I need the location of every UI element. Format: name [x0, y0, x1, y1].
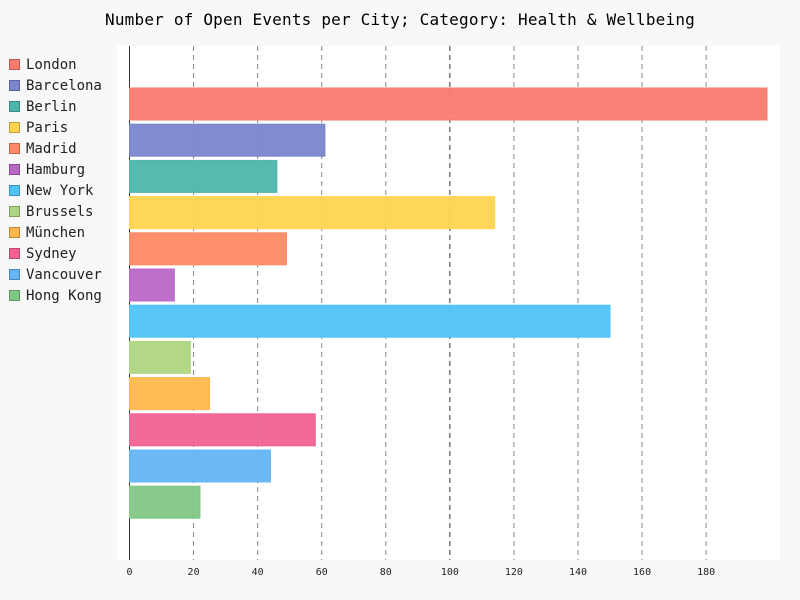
legend-swatch [9, 122, 20, 133]
x-tick-label-120: 120 [505, 567, 523, 578]
legend-label: Hong Kong [26, 287, 102, 304]
legend-label: London [26, 56, 77, 73]
legend-item-paris: Paris [9, 117, 102, 138]
legend-item-vancouver: Vancouver [9, 264, 102, 285]
bar-paris [129, 196, 496, 230]
x-tick-label-20: 20 [188, 567, 200, 578]
legend-swatch [9, 185, 20, 196]
legend-item-berlin: Berlin [9, 96, 102, 117]
bar-barcelona [129, 123, 326, 157]
legend-label: Berlin [26, 98, 77, 115]
x-tick-label-100: 100 [441, 567, 459, 578]
legend-label: New York [26, 182, 94, 199]
bar-m-nchen [129, 377, 211, 411]
legend-swatch [9, 80, 20, 91]
legend-label: Vancouver [26, 266, 102, 283]
chart-title: Number of Open Events per City; Category… [105, 10, 695, 29]
x-tick-label-60: 60 [316, 567, 328, 578]
legend-swatch [9, 206, 20, 217]
bar-berlin [129, 159, 278, 193]
legend-item-hamburg: Hamburg [9, 159, 102, 180]
legend-item-madrid: Madrid [9, 138, 102, 159]
legend-label: Paris [26, 119, 69, 136]
legend-label: Hamburg [26, 161, 86, 178]
legend-label: Madrid [26, 140, 77, 157]
legend-item-barcelona: Barcelona [9, 75, 102, 96]
legend-swatch [9, 143, 20, 154]
bar-brussels [129, 340, 191, 374]
bar-new-york [129, 304, 611, 338]
bar-hong-kong [129, 485, 201, 519]
x-tick-label-180: 180 [697, 567, 715, 578]
legend-label: Barcelona [26, 77, 102, 94]
legend: London Barcelona Berlin Paris Madrid Hamburg N… [9, 54, 102, 306]
legend-swatch [9, 227, 20, 238]
legend-label: Brussels [26, 203, 94, 220]
legend-label: Sydney [26, 245, 77, 262]
x-tick-label-40: 40 [252, 567, 264, 578]
x-tick-label-80: 80 [380, 567, 392, 578]
legend-swatch [9, 248, 20, 259]
legend-item-brussels: Brussels [9, 201, 102, 222]
x-tick-label-0: 0 [126, 567, 132, 578]
legend-item-m-nchen: München [9, 222, 102, 243]
legend-swatch [9, 59, 20, 70]
legend-item-london: London [9, 54, 102, 75]
bar-vancouver [129, 449, 271, 483]
legend-swatch [9, 290, 20, 301]
legend-label: München [26, 224, 86, 241]
plot-background [117, 46, 780, 560]
bar-london [129, 87, 768, 121]
legend-item-sydney: Sydney [9, 243, 102, 264]
bar-sydney [129, 413, 316, 447]
x-tick-label-160: 160 [633, 567, 651, 578]
legend-swatch [9, 269, 20, 280]
legend-item-new-york: New York [9, 180, 102, 201]
legend-item-hong-kong: Hong Kong [9, 285, 102, 306]
legend-swatch [9, 164, 20, 175]
x-tick-label-140: 140 [569, 567, 587, 578]
bar-madrid [129, 232, 287, 266]
bar-hamburg [129, 268, 175, 302]
legend-swatch [9, 101, 20, 112]
